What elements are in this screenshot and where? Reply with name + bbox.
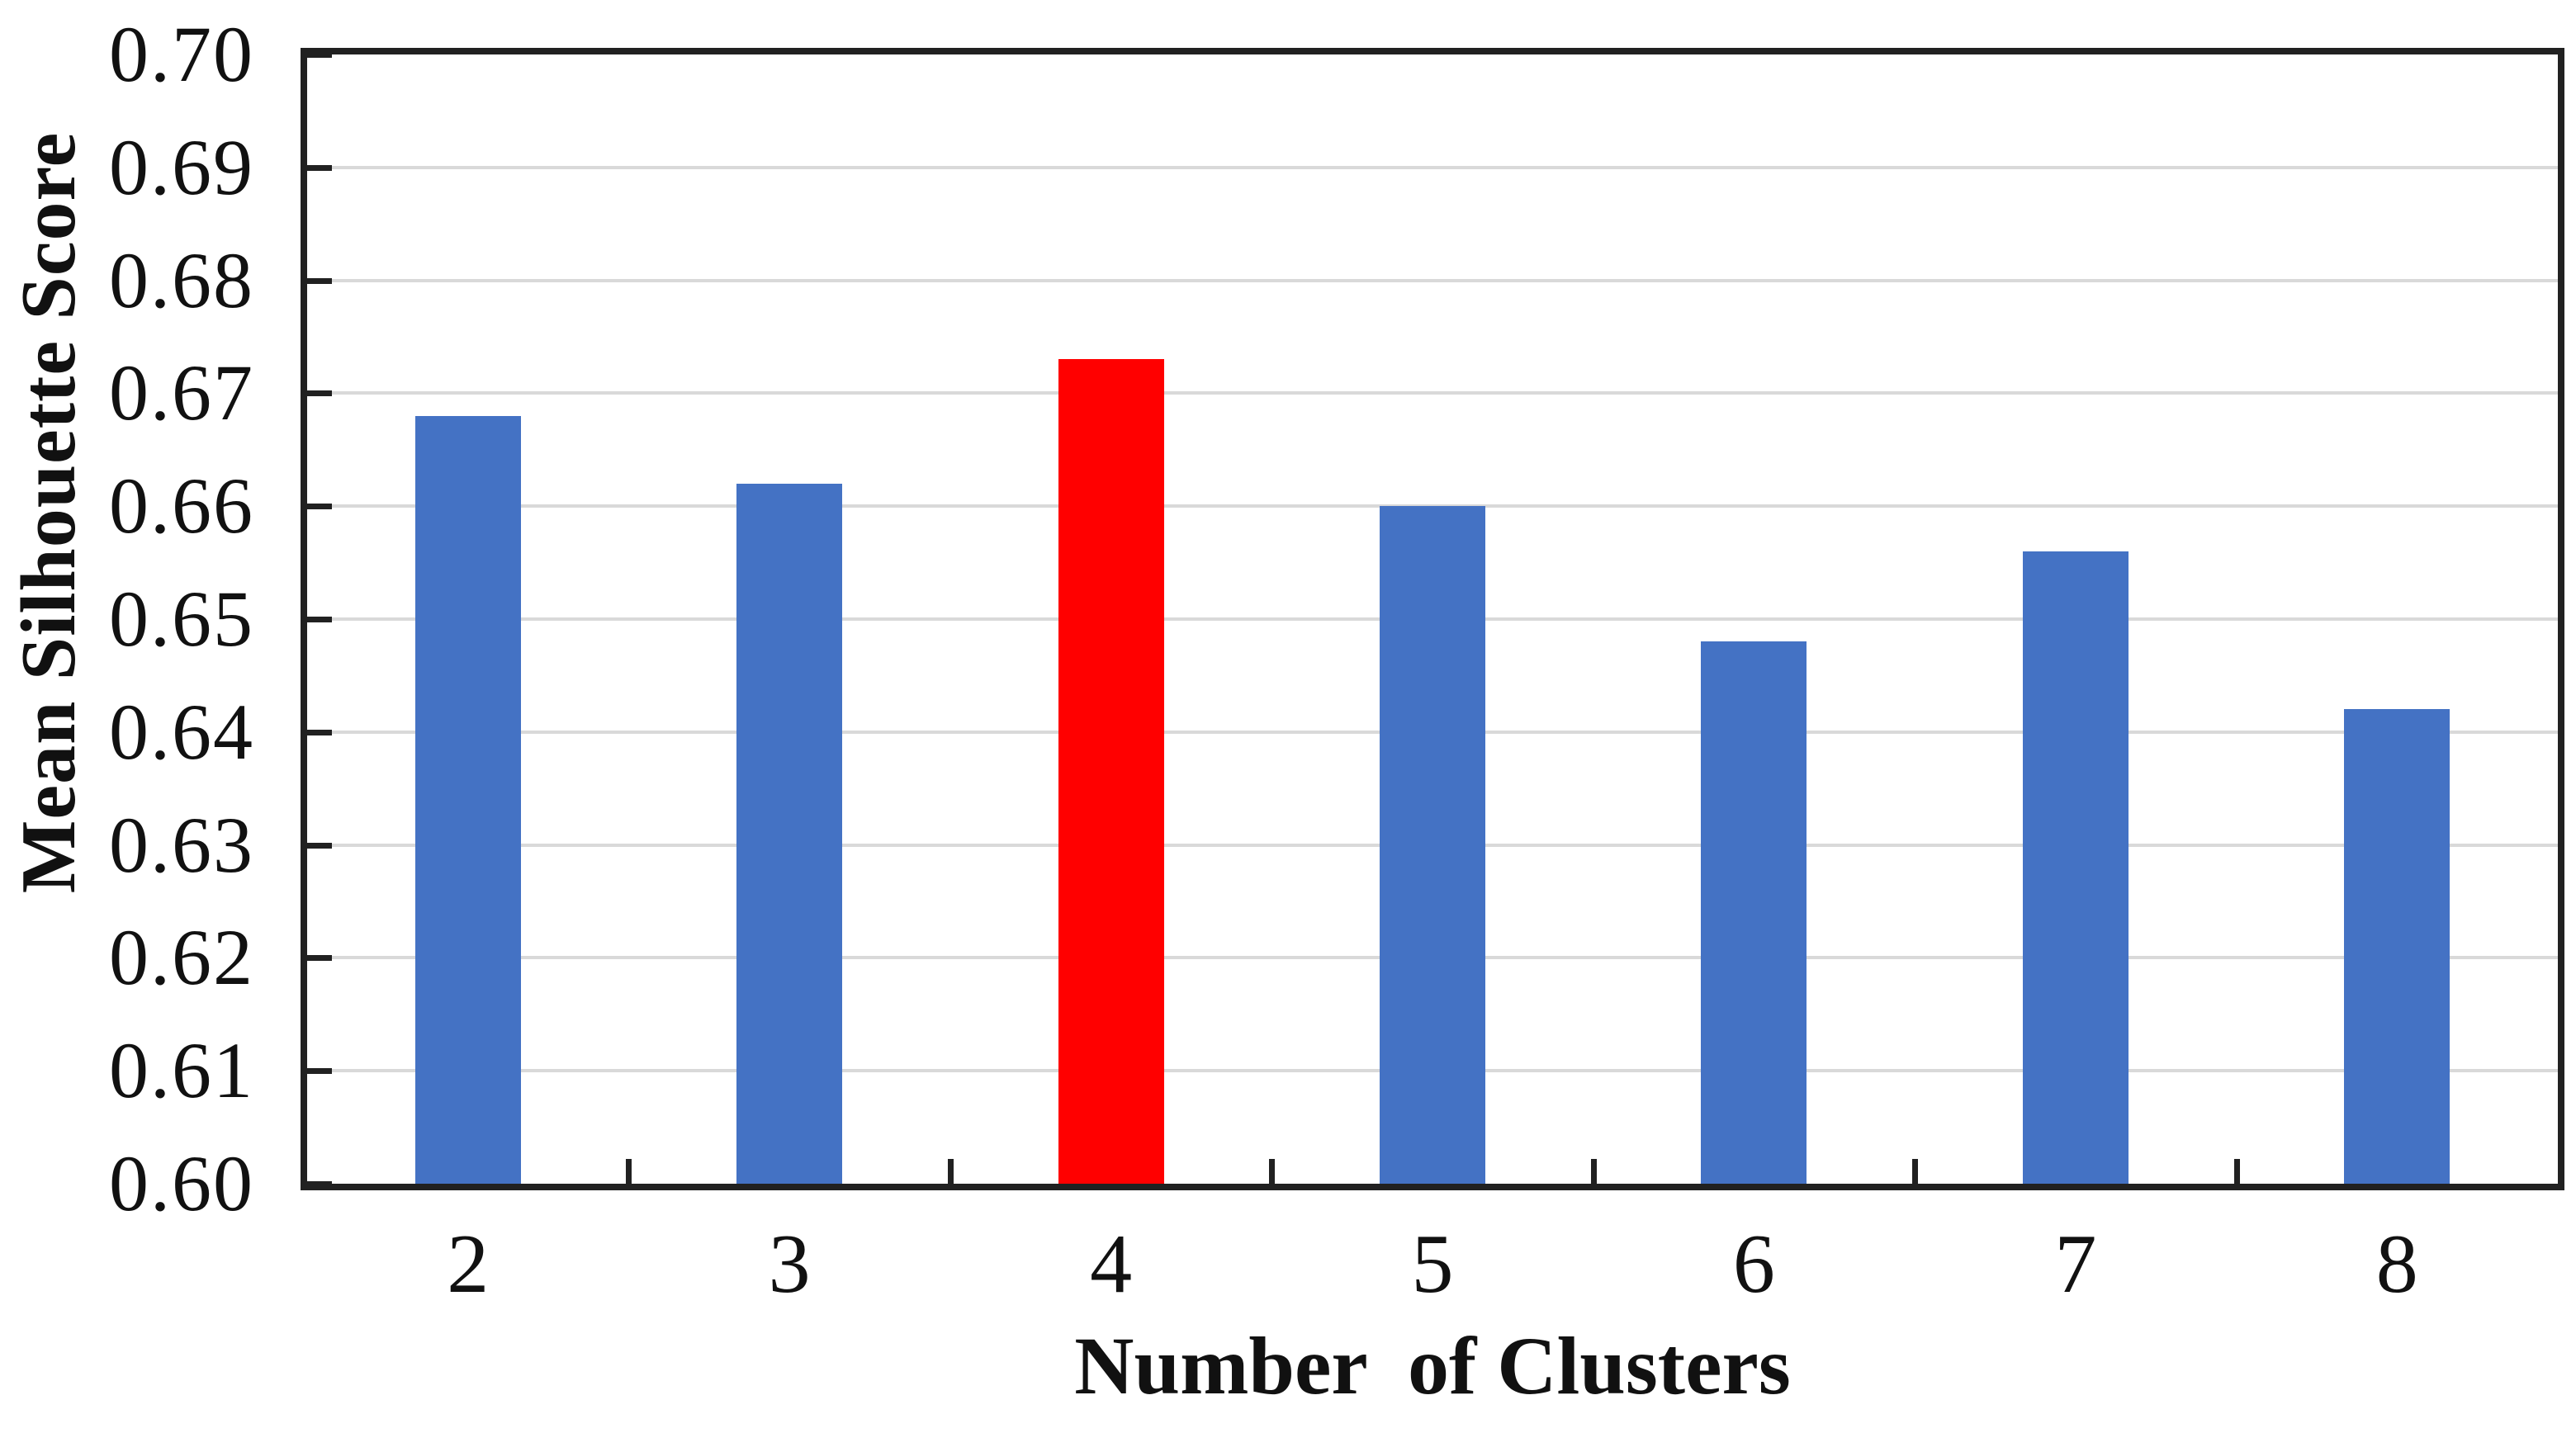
x-tick-mark [1912, 1159, 1919, 1184]
x-axis-title: Number of Clusters [1074, 1320, 1791, 1412]
y-tick-mark [307, 390, 332, 397]
bar-cluster-7 [2022, 551, 2129, 1184]
y-tick-label: 0.65 [109, 575, 254, 663]
x-tick-label: 7 [2054, 1218, 2097, 1311]
x-tick-label: 6 [1732, 1218, 1775, 1311]
bar-cluster-8 [2344, 709, 2451, 1184]
y-tick-mark [307, 164, 332, 171]
y-tick-label: 0.69 [109, 122, 254, 211]
bar-cluster-2 [414, 415, 521, 1184]
y-tick-label: 0.64 [109, 687, 254, 776]
plot-area [301, 48, 2564, 1190]
y-tick-mark [307, 277, 332, 284]
y-tick-label: 0.66 [109, 461, 254, 551]
y-tick-mark [307, 729, 332, 735]
y-tick-mark [307, 1181, 332, 1187]
gridline [307, 391, 2558, 395]
y-tick-label: 0.70 [109, 10, 254, 98]
y-tick-label: 0.61 [109, 1026, 254, 1115]
x-tick-mark [947, 1159, 954, 1184]
bar-cluster-5 [1380, 506, 1485, 1184]
y-tick-mark [307, 1068, 332, 1075]
y-tick-mark [307, 842, 332, 849]
y-tick-label: 0.60 [109, 1139, 254, 1227]
y-tick-label: 0.67 [109, 348, 254, 437]
bar-cluster-6 [1701, 641, 1807, 1184]
y-tick-mark [307, 617, 332, 622]
y-tick-mark [307, 955, 332, 962]
x-tick-label: 8 [2375, 1218, 2418, 1311]
x-tick-mark [1590, 1159, 1597, 1184]
bar-cluster-4 [1058, 359, 1164, 1184]
x-tick-mark [2233, 1159, 2240, 1184]
y-tick-mark [307, 504, 332, 510]
x-tick-label: 5 [1411, 1218, 1454, 1311]
y-tick-label: 0.68 [109, 235, 254, 324]
x-tick-mark [626, 1159, 632, 1184]
gridline [307, 165, 2558, 169]
x-tick-label: 4 [1090, 1218, 1133, 1311]
y-tick-label: 0.63 [109, 800, 254, 889]
bar-cluster-3 [736, 483, 843, 1184]
x-tick-mark [1269, 1159, 1276, 1184]
x-tick-label: 2 [447, 1218, 490, 1311]
y-tick-label: 0.62 [109, 913, 254, 1002]
x-tick-label: 3 [768, 1218, 811, 1311]
gridline [307, 278, 2558, 282]
y-tick-mark [307, 52, 332, 58]
